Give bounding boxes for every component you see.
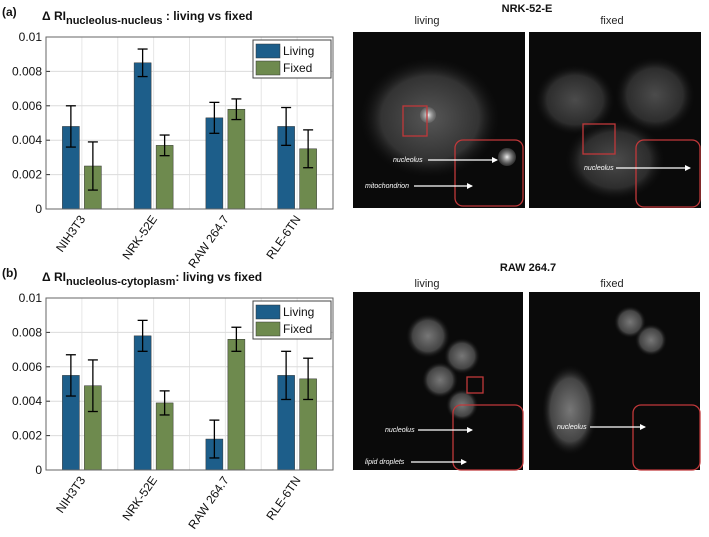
image-caption: fixed xyxy=(600,278,623,290)
legend-label: Living xyxy=(283,305,314,319)
x-tick-label: NIH3T3 xyxy=(53,212,88,254)
cell xyxy=(615,57,695,133)
y-tick-label: 0.01 xyxy=(19,291,43,305)
legend-swatch xyxy=(255,60,281,76)
image-panel-a: NRK-52-E living fixed nucleolus mitochon… xyxy=(353,3,701,208)
annotation: nucleolus xyxy=(584,165,614,172)
roi-box xyxy=(402,105,428,137)
x-tick-label: NRK-52E xyxy=(120,474,161,524)
y-tick-label: 0.002 xyxy=(12,168,42,182)
y-tick-label: 0.008 xyxy=(12,325,42,339)
error-bar xyxy=(137,319,148,352)
image-panel-b: RAW 264.7 living fixed nucleolus lipid d… xyxy=(353,262,701,471)
y-tick-label: 0 xyxy=(35,202,42,216)
error-bar xyxy=(281,106,292,147)
y-tick-label: 0.01 xyxy=(19,30,43,44)
plot-frame xyxy=(45,297,334,471)
title-suffix: : living vs fixed xyxy=(163,9,253,23)
error-bar xyxy=(209,101,220,134)
image-caption: living xyxy=(414,15,439,27)
legend-label: Living xyxy=(283,44,314,58)
y-tick-label: 0.004 xyxy=(12,394,42,408)
nucleolus-blob xyxy=(498,148,516,166)
legend-swatch xyxy=(255,304,281,320)
title-main: Δ RI xyxy=(42,9,66,23)
bar xyxy=(227,339,246,471)
title-suffix: : living vs fixed xyxy=(175,270,262,284)
error-bar xyxy=(303,129,314,169)
title-subscript: nucleolus-nucleus xyxy=(66,15,163,27)
annotation: nucleolus xyxy=(557,424,587,431)
image-caption: living xyxy=(414,278,439,290)
annotation: nucleolus xyxy=(393,157,423,164)
error-bar xyxy=(87,141,98,191)
error-bar xyxy=(231,326,242,352)
error-bar xyxy=(87,359,98,413)
error-bar xyxy=(65,105,76,148)
nucleolus-blob xyxy=(420,107,436,123)
y-tick-label: 0.006 xyxy=(12,360,42,374)
error-bar xyxy=(281,350,292,401)
x-tick-label: NRK-52E xyxy=(120,213,161,263)
plot-frame xyxy=(45,36,334,210)
inset xyxy=(454,139,524,207)
annotation: lipid droplets xyxy=(365,459,405,466)
y-tick-label: 0 xyxy=(35,463,42,477)
annotation: nucleolus xyxy=(385,427,415,434)
y-tick-label: 0.008 xyxy=(12,64,42,78)
y-tick-label: 0.002 xyxy=(12,429,42,443)
cell xyxy=(422,362,458,398)
cell xyxy=(535,65,615,135)
error-bar xyxy=(231,98,242,121)
inset xyxy=(635,139,701,208)
image-caption: fixed xyxy=(600,15,623,27)
y-tick-label: 0.006 xyxy=(12,99,42,113)
legend-label: Fixed xyxy=(283,322,312,336)
error-bar xyxy=(159,134,170,157)
image-title: NRK-52-E xyxy=(502,3,553,15)
x-tick-label: RAW 264.7 xyxy=(185,212,232,270)
bar xyxy=(227,108,246,210)
error-bar xyxy=(65,354,76,397)
error-bar xyxy=(159,390,170,416)
cell xyxy=(542,365,598,455)
roi-box xyxy=(582,123,616,155)
x-tick-label: RLE-6TN xyxy=(263,474,303,523)
legend-swatch xyxy=(255,43,281,59)
x-tick-label: RLE-6TN xyxy=(263,213,303,262)
y-tick-label: 0.004 xyxy=(12,133,42,147)
x-tick-label: NIH3T3 xyxy=(53,473,88,515)
panel-label: (a) xyxy=(2,5,17,19)
roi-box xyxy=(466,376,484,394)
cell xyxy=(614,306,646,338)
error-bar xyxy=(209,419,220,459)
chart-title: Δ RInucleolus-nucleus : living vs fixed xyxy=(42,9,253,27)
chart-title: Δ RInucleolus-cytoplasm: living vs fixed xyxy=(42,270,262,288)
inset xyxy=(632,404,701,471)
title-main: Δ RI xyxy=(42,270,66,284)
error-bar xyxy=(303,357,314,401)
legend-label: Fixed xyxy=(283,61,312,75)
title-subscript: nucleolus-cytoplasm xyxy=(66,276,176,288)
inset xyxy=(452,404,524,471)
cell xyxy=(406,314,450,358)
cell xyxy=(635,324,667,356)
x-tick-label: RAW 264.7 xyxy=(185,473,232,531)
annotation: mitochondrion xyxy=(365,183,409,190)
legend-swatch xyxy=(255,321,281,337)
cell xyxy=(565,120,665,200)
bar xyxy=(133,62,152,210)
bar xyxy=(133,335,152,471)
error-bar xyxy=(137,48,148,78)
image-title: RAW 264.7 xyxy=(500,262,556,274)
cell xyxy=(444,338,480,374)
panel-label: (b) xyxy=(2,266,17,280)
